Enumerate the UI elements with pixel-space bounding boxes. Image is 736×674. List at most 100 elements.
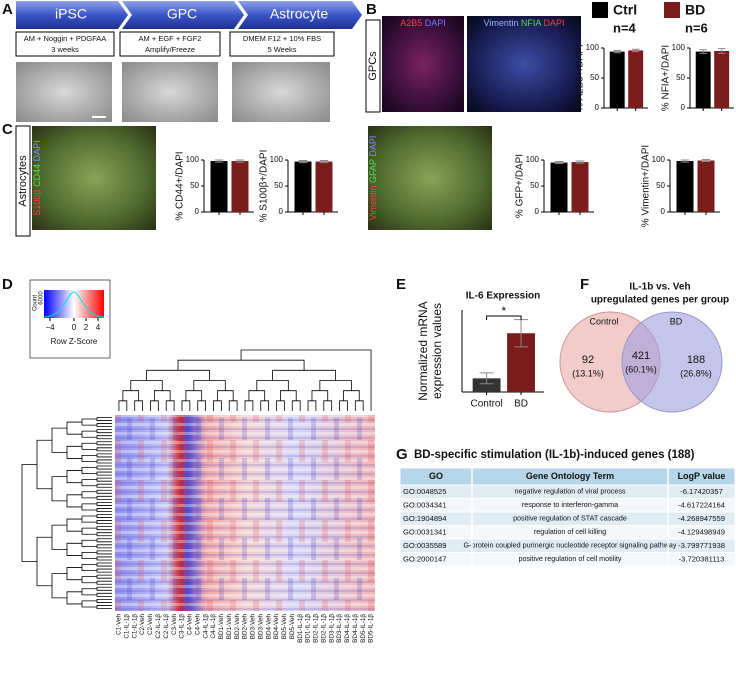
table-title: BD-specific stimulation (IL-1b)-induced … [414,449,695,461]
column-label: C1-IL-1β [131,614,138,639]
table-cell: -3.799771938 [678,541,725,550]
y-axis-label: % CD44+/DAPI [175,151,186,220]
legend: Ctrl n=4 BD n=6 [592,2,708,35]
y-tick-label: 100 [652,155,666,164]
stage-name: Astrocyte [270,6,329,22]
chart-title: IL-6 Expression [466,291,540,302]
y-axis-label: % NFIA+/DAPI [661,45,672,111]
key-tick-label: 2 [84,323,89,332]
stain-label: A2B5 DAPI [400,18,446,28]
y-tick-label: 0 [535,207,540,216]
y-tick-label: 50 [676,73,685,82]
y-tick-label: 0 [595,103,600,112]
stage-chevron [122,1,244,29]
panel-letter: A [2,1,13,18]
stain: Vimentin [368,186,378,221]
y-axis-label: % GFP+/DAPI [515,154,526,218]
table-cell: -4.268947559 [678,514,725,523]
legend-swatch [664,2,680,18]
stain: DAPI [425,18,446,28]
table-cell: -3.720381113 [679,554,725,563]
panel-c: C Astrocytes S100β CD44 DAPI Vimentin GF… [2,121,492,237]
y-axis-label: % Vimentin+/DAPI [641,145,652,227]
column-label: C3-Veh [171,614,178,636]
bar [676,161,694,212]
bar [294,161,312,212]
y-tick-label: 0 [661,207,666,216]
table-cell: GO:0034341 [403,500,447,509]
y-tick-label: 0 [195,207,200,216]
column-label: BD4-IL-1β [352,614,359,643]
table-cell: GO:2000147 [403,554,447,563]
column-label: BD4-Veh [265,614,272,640]
column-label: BD1-IL-1β [305,614,312,643]
table-cell: positive regulation of STAT cascade [513,514,627,523]
error-bar [701,158,711,163]
micrograph [382,16,464,112]
table-cell: -4.617224164 [678,500,725,509]
condition: Amplify/Freeze [145,45,195,54]
column-label: C4-Veh [194,614,201,636]
legend-label: BD [685,2,705,18]
bar [571,162,589,212]
y-tick-label: 100 [526,155,540,164]
panel-letter: D [2,276,13,293]
micrograph [32,126,156,230]
error-bar [613,49,621,54]
x-tick-label: Control [470,399,502,410]
condition-box [119,31,221,57]
column-label: C2-IL-1β [163,614,170,639]
region-percent: (60.1%) [625,364,657,374]
table-header: GO [429,471,443,481]
bar [609,51,625,108]
column-label: BD1-Veh [226,614,233,640]
column-label: C3-IL-1β [179,614,186,639]
y-axis-label: expression values [430,303,444,399]
bar [550,162,568,212]
stain: NFIA [521,18,541,28]
error-bar [479,372,494,385]
region-count: 421 [632,350,650,362]
error-bar [699,49,707,54]
y-tick-label: 50 [656,181,665,190]
error-bar [575,160,585,164]
legend-label: Ctrl [613,2,637,18]
column-label: C2-Veh [147,614,154,636]
error-bar [631,48,640,53]
error-bar [298,160,308,164]
micrograph [467,16,581,112]
y-tick-label: 50 [590,73,599,82]
stain: Vimentin [484,18,519,28]
y-tick-label: 50 [274,181,283,190]
column-label: BD2-Veh [242,614,249,640]
panel-letter: E [396,276,406,293]
y-tick-label: 100 [186,155,200,164]
region-percent: (26.8%) [680,368,712,378]
table-cell: response to interferon-gamma [522,500,618,509]
table-cell: GO:0031341 [403,527,447,536]
x-tick-label: BD [514,399,528,410]
table-cell: positive regulation of cell motility [518,554,621,563]
venn-title: IL-1b vs. Veh [629,282,690,293]
y-tick-label: 0 [681,103,686,112]
table-header: LogP value [678,471,726,481]
region-count: 188 [687,354,705,366]
column-label: C4-IL-1β [202,614,209,639]
legend-n: n=4 [613,20,637,35]
column-label: BD3-IL-1β [328,614,335,643]
stain: DAPI [543,18,564,28]
bar [472,378,501,392]
column-label: BD4-Veh [273,614,280,640]
table-cell: GO:0048525 [403,487,447,496]
stain: CD44 [32,164,42,187]
bar [628,50,644,108]
column-label: BD2-IL-1β [313,614,320,643]
y-axis-label: % S100β+/DAPI [259,150,270,223]
stain: GFAP [368,159,378,183]
micrograph [16,62,112,122]
legend-swatch [592,2,608,18]
panel-g: G BD-specific stimulation (IL-1b)-induce… [396,446,736,567]
stage-chevron [238,1,362,29]
column-label: BD5-IL-1β [368,614,375,643]
key-histogram [43,291,105,318]
